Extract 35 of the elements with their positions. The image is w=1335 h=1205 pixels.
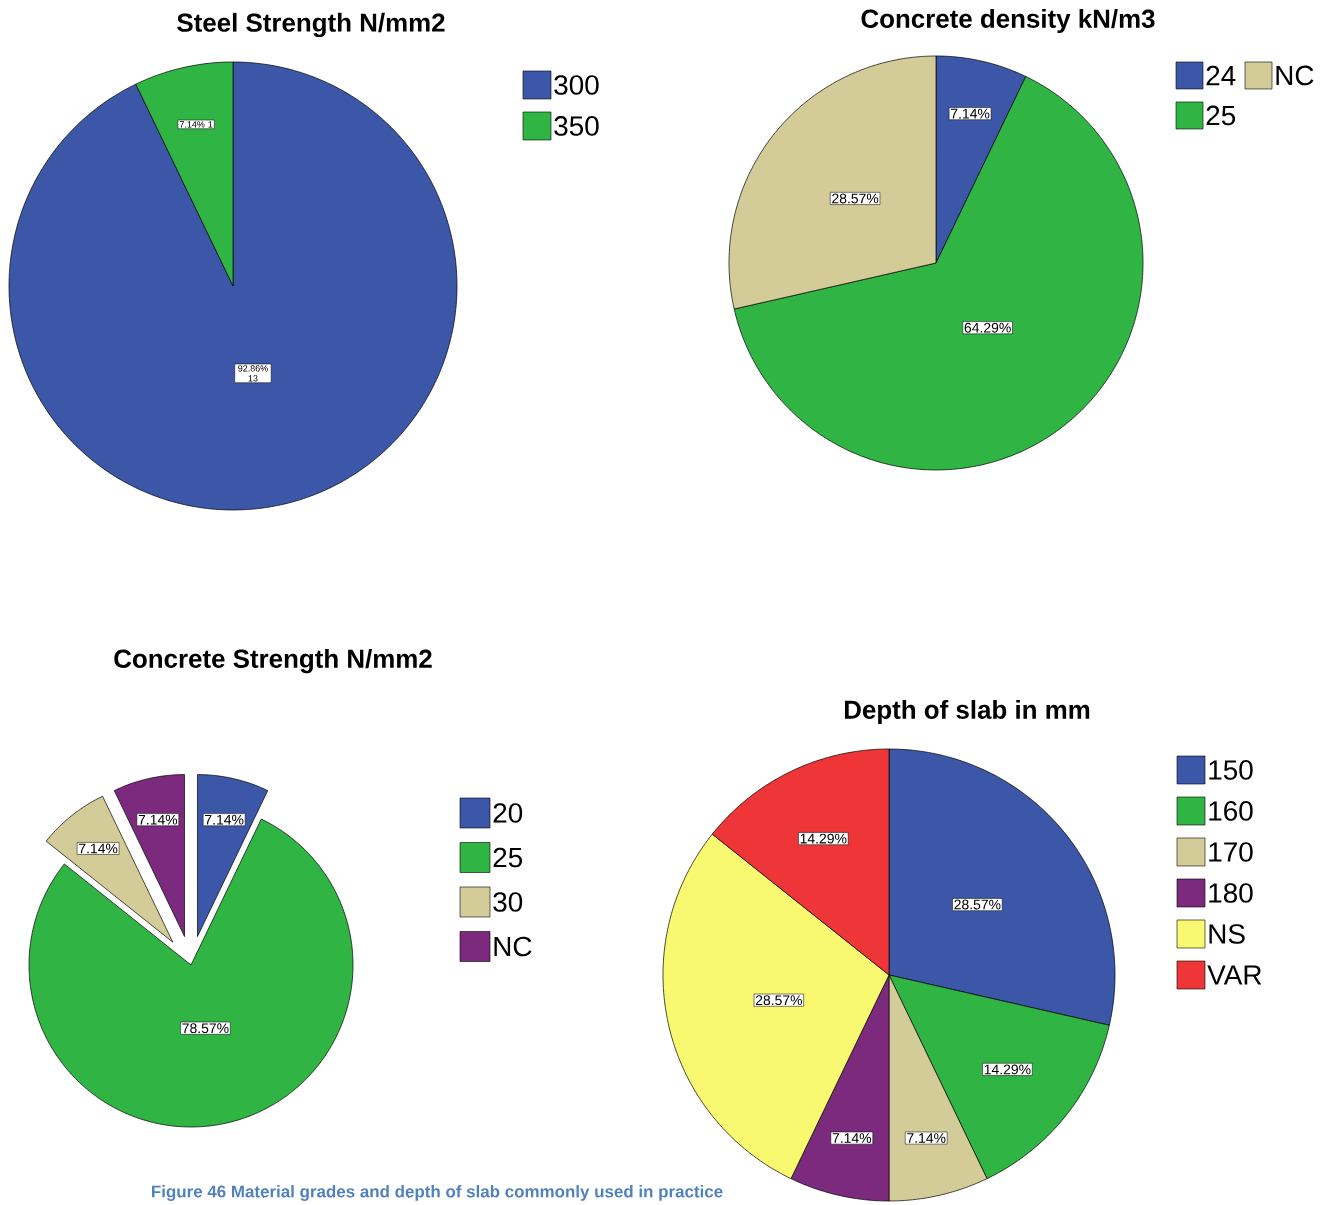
data-label: 7.14% bbox=[79, 843, 118, 854]
data-label: 28.57% bbox=[832, 193, 879, 204]
legend-label: 300 bbox=[554, 75, 599, 95]
data-label: 14.29% bbox=[800, 833, 847, 844]
legend-label: 20 bbox=[493, 803, 523, 823]
legend-label: 180 bbox=[1209, 883, 1253, 903]
chart-title: Concrete density kN/m3 bbox=[861, 8, 1155, 34]
legend-label: 30 bbox=[493, 892, 523, 912]
legend-label: 350 bbox=[554, 116, 599, 136]
legend-label: 24 bbox=[1206, 65, 1236, 86]
data-label: 78.57% bbox=[182, 1023, 229, 1034]
data-label: 14.29% bbox=[984, 1064, 1031, 1075]
data-label: 7.14% 1 bbox=[179, 121, 213, 128]
data-label: 92.86% 13 bbox=[238, 365, 268, 382]
data-label: 28.57% bbox=[954, 899, 1001, 910]
legend-label: NS bbox=[1209, 924, 1245, 944]
data-label: 7.14% bbox=[832, 1133, 872, 1143]
data-label: 7.14% bbox=[951, 108, 990, 119]
data-label: 64.29% bbox=[964, 322, 1011, 333]
caption: Figure 46 Material grades and depth of slab commonly used in practice bbox=[152, 1185, 723, 1201]
chart-title: Depth of slab in mm bbox=[844, 699, 1090, 725]
chart-title: Concrete Strength N/mm2 bbox=[114, 648, 432, 674]
data-label: 7.14% bbox=[907, 1133, 946, 1143]
legend-label: NC bbox=[1276, 65, 1314, 86]
chart-title: Steel Strength N/mm2 bbox=[177, 12, 445, 38]
legend-label: VAR bbox=[1207, 965, 1262, 985]
legend-label: NC bbox=[494, 936, 532, 957]
legend-label: 150 bbox=[1209, 760, 1253, 780]
legend-label: 25 bbox=[1206, 105, 1236, 126]
data-label: 7.14% bbox=[205, 814, 244, 825]
legend-label: 170 bbox=[1209, 842, 1253, 862]
data-label: 7.14% bbox=[138, 814, 178, 825]
legend-label: 160 bbox=[1209, 801, 1253, 821]
data-label: 28.57% bbox=[755, 995, 802, 1006]
legend-label: 25 bbox=[493, 847, 523, 868]
